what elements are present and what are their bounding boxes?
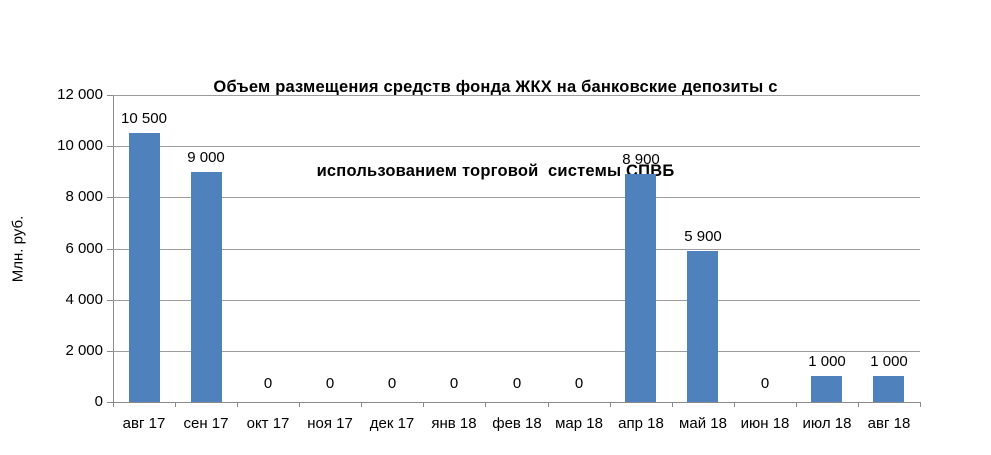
x-tick-mark [485, 402, 486, 407]
y-tick-label: 12 000 [57, 86, 103, 103]
y-tick-mark [107, 146, 113, 148]
y-tick-label: 0 [94, 393, 103, 410]
y-tick-mark [107, 197, 113, 199]
bar-value-label: 0 [449, 375, 459, 392]
gridline [113, 95, 920, 96]
y-tick-mark [107, 350, 113, 352]
x-tick-mark [423, 402, 424, 407]
bar-value-label: 9 000 [187, 149, 225, 166]
bar-value-label: 1 000 [870, 353, 908, 370]
x-tick-mark [548, 402, 549, 407]
bar [191, 172, 222, 402]
y-tick-label: 2 000 [65, 341, 103, 359]
bar-value-label: 0 [387, 375, 397, 392]
gridline [113, 248, 920, 250]
x-tick-mark [237, 402, 238, 407]
y-tick-mark [107, 299, 113, 301]
x-axis-label: июн 18 [740, 415, 790, 432]
bar [687, 251, 718, 402]
x-tick-mark [610, 402, 611, 407]
x-tick-mark [734, 402, 735, 407]
x-tick-mark [113, 402, 114, 407]
y-tick-label: 8 000 [65, 188, 103, 206]
x-axis-label: ноя 17 [307, 415, 353, 432]
bar-value-label: 1 000 [808, 353, 846, 370]
chart-title-line1: Объем размещения средств фонда ЖКХ на ба… [213, 78, 778, 96]
x-axis-label: июл 18 [802, 415, 852, 432]
x-tick-mark [672, 402, 673, 407]
bar [873, 376, 904, 402]
x-tick-mark [796, 402, 797, 407]
bar [811, 376, 842, 402]
y-tick-label: 4 000 [65, 290, 103, 308]
bar-value-label: 0 [760, 375, 770, 392]
bar-value-label: 10 500 [121, 110, 167, 127]
x-axis-label: фев 18 [492, 415, 542, 432]
x-axis-label: дек 17 [369, 415, 415, 432]
plot-area: 10 500 9 000 0 0 0 0 0 0 8 900 5 900 0 1 000 1 000 [113, 95, 920, 403]
y-tick-mark [107, 95, 113, 96]
x-tick-mark [858, 402, 859, 407]
chart-title: Объем размещения средств фонда ЖКХ на ба… [0, 17, 991, 241]
y-tick-mark [107, 402, 113, 403]
x-axis-label: окт 17 [246, 415, 290, 432]
bar-value-label: 0 [325, 375, 335, 392]
bar-value-label: 8 900 [622, 151, 660, 168]
x-tick-mark [361, 402, 362, 407]
bar [129, 133, 160, 402]
x-axis-label: май 18 [679, 415, 727, 432]
bar-value-label: 0 [263, 375, 273, 392]
bar-value-label: 0 [512, 375, 522, 392]
x-axis-label: мар 18 [555, 415, 603, 432]
y-tick-label: 10 000 [57, 137, 103, 155]
x-tick-mark [299, 402, 300, 407]
bar [625, 174, 656, 402]
x-axis-label: янв 18 [431, 415, 477, 432]
x-axis-label: авг 17 [122, 415, 166, 432]
y-tick-mark [107, 248, 113, 250]
x-axis-label: авг 18 [867, 415, 911, 432]
x-tick-mark [175, 402, 176, 407]
x-axis-label: сен 17 [183, 415, 229, 432]
chart-title-line2: использованием торговой системы СПВБ [316, 162, 675, 180]
gridline [113, 197, 920, 199]
gridline [113, 350, 920, 352]
gridline [113, 146, 920, 148]
x-axis-label: апр 18 [618, 415, 664, 432]
x-axis-line [113, 402, 920, 403]
bar-value-label: 5 900 [684, 228, 722, 245]
bar-value-label: 0 [574, 375, 584, 392]
y-tick-label: 6 000 [65, 239, 103, 257]
x-tick-mark [920, 402, 921, 407]
gridline [113, 299, 920, 301]
